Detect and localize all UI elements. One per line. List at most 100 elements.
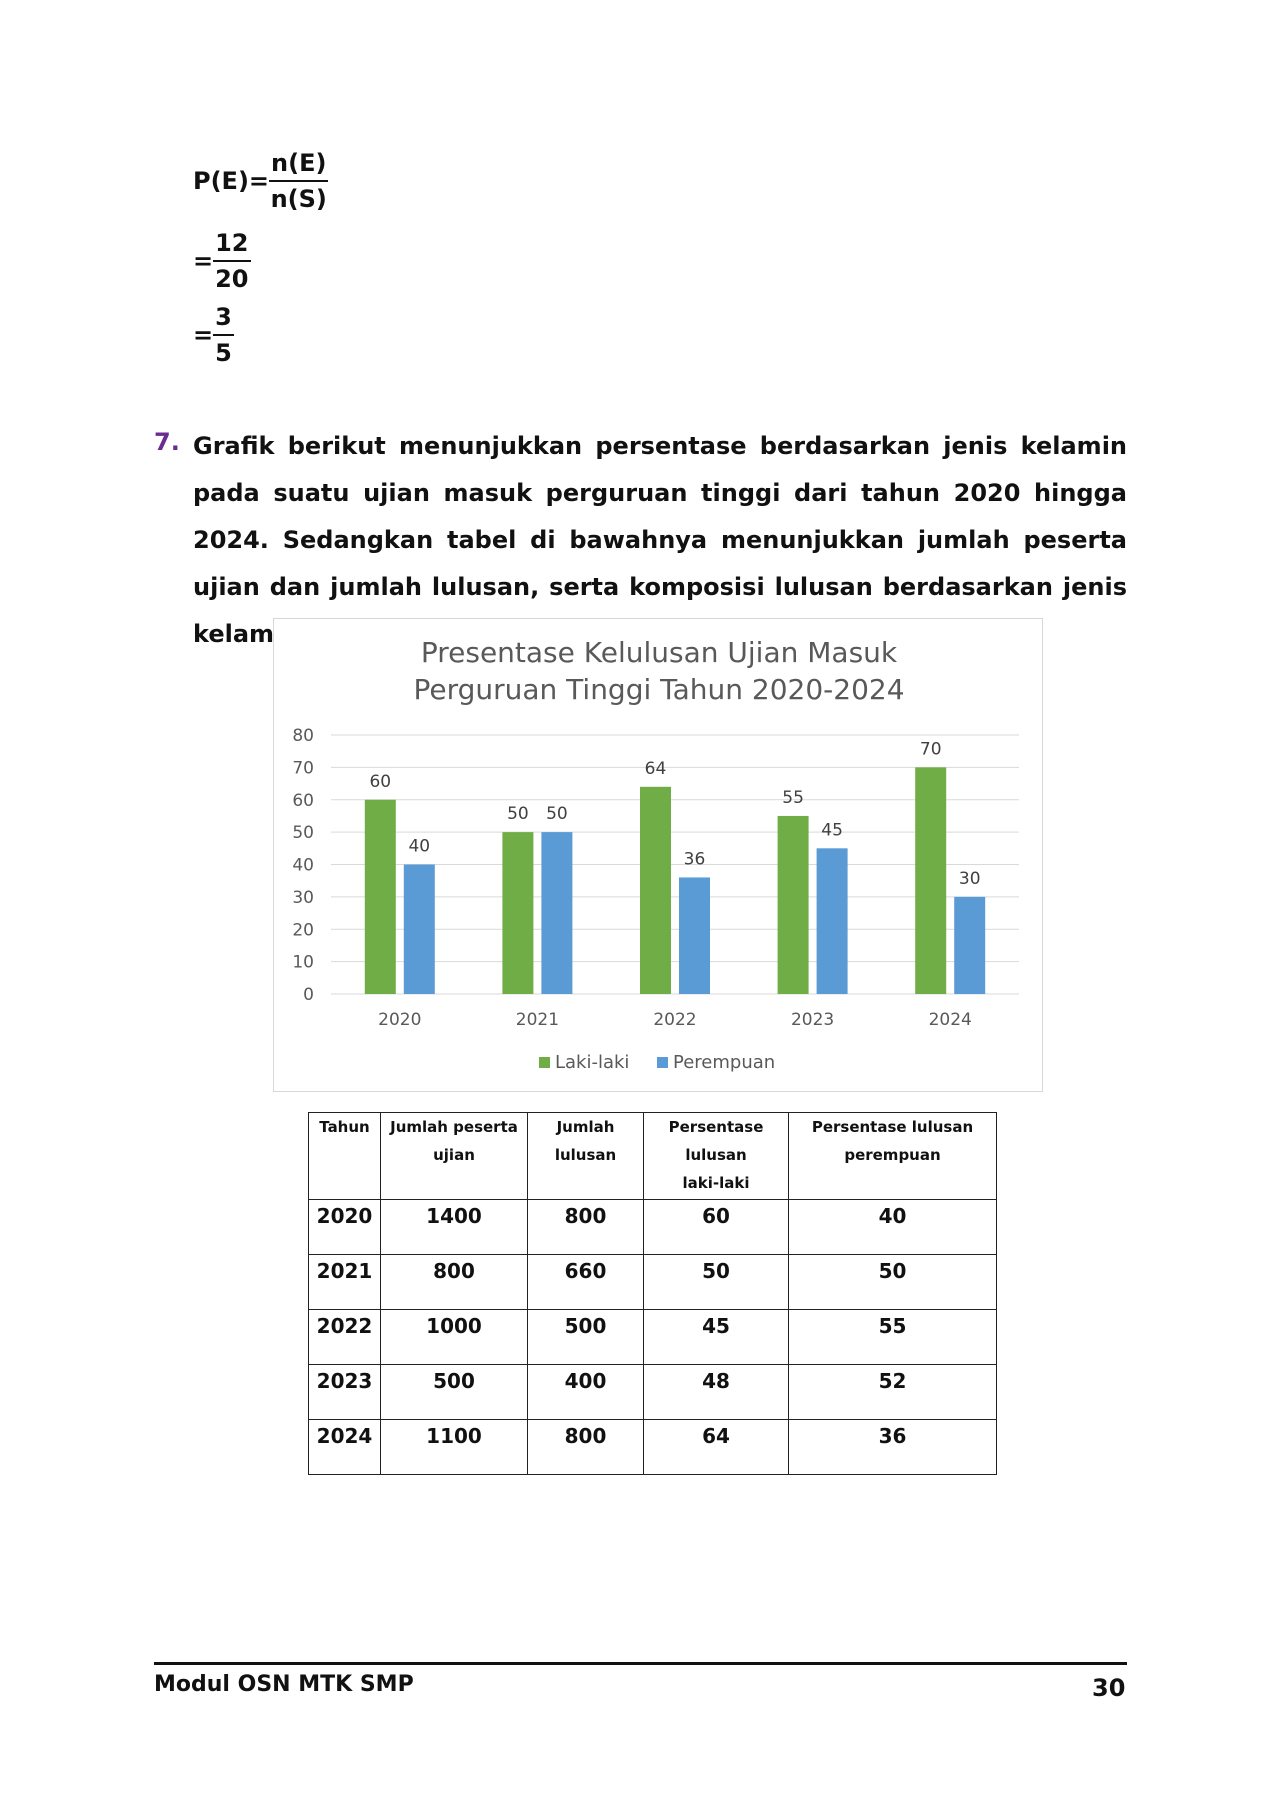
data-label: 55 (782, 788, 804, 808)
table-row: 2024 1100 800 64 36 (308, 1419, 997, 1475)
question-number: 7. (154, 428, 180, 456)
chart-title: Presentase Kelulusan Ujian Masuk (421, 636, 898, 669)
header-text: Persentase (668, 1118, 764, 1136)
data-label: 40 (408, 837, 430, 857)
x-tick-label: 2024 (929, 1010, 972, 1030)
legend-label: Perempuan (673, 1052, 775, 1073)
footer-divider (154, 1662, 1127, 1665)
table-cell: 55 (788, 1309, 997, 1365)
data-label: 30 (959, 869, 981, 889)
legend-swatch (539, 1057, 550, 1068)
data-label: 70 (920, 739, 942, 759)
y-tick-label: 20 (292, 920, 314, 940)
bar-chart: Presentase Kelulusan Ujian Masuk Pergurua… (273, 618, 1043, 1092)
header-text: Persentase lulusan (811, 1118, 974, 1136)
header-text: Tahun (319, 1118, 370, 1136)
table-cell: 1400 (380, 1199, 528, 1255)
fraction-numerator: 12 (213, 230, 251, 262)
fraction-denominator: n(S) (270, 185, 327, 213)
table-cell: 800 (527, 1199, 644, 1255)
question-text: Grafik berikut menunjukkan persentase be… (193, 432, 1127, 648)
data-label: 50 (546, 804, 568, 824)
data-label: 60 (369, 772, 391, 792)
table-header-cell: Tahun (308, 1112, 381, 1200)
table-cell: 500 (527, 1309, 644, 1365)
formula-line-3: = 3 5 (193, 304, 234, 366)
data-label: 64 (645, 759, 667, 779)
header-text: perempuan (844, 1146, 941, 1164)
probability-formula: P(E)= n(E) n(S) (193, 150, 329, 213)
table-cell: 660 (527, 1254, 644, 1310)
header-text: Jumlah (556, 1118, 615, 1136)
fraction-denominator: 20 (215, 265, 249, 293)
table-cell: 50 (643, 1254, 789, 1310)
chart-title: Perguruan Tinggi Tahun 2020-2024 (413, 673, 904, 706)
y-tick-label: 0 (303, 985, 314, 1005)
table-header-cell: Jumlah lulusan (527, 1112, 644, 1200)
bar-laki-laki (502, 832, 534, 994)
bar-laki-laki (364, 799, 396, 994)
table-cell: 2023 (308, 1364, 381, 1420)
header-text: ujian (433, 1146, 475, 1164)
header-text: Jumlah peserta (390, 1118, 518, 1136)
y-tick-label: 30 (292, 888, 314, 908)
x-tick-label: 2021 (516, 1010, 559, 1030)
table-cell: 40 (788, 1199, 997, 1255)
y-tick-label: 70 (292, 758, 314, 778)
table-cell: 500 (380, 1364, 528, 1420)
header-text: lulusan (685, 1146, 747, 1164)
table-cell: 52 (788, 1364, 997, 1420)
bar-perempuan (403, 864, 435, 994)
chart-svg: Presentase Kelulusan Ujian Masuk Pergurua… (292, 636, 1019, 1073)
table-row: 2020 1400 800 60 40 (308, 1199, 997, 1255)
y-tick-label: 60 (292, 791, 314, 811)
bar-laki-laki (915, 767, 947, 994)
table-header-cell: Persentase lulusan perempuan (788, 1112, 997, 1200)
legend-label: Laki-laki (555, 1052, 629, 1073)
table-cell: 2022 (308, 1309, 381, 1365)
x-tick-label: 2022 (653, 1010, 696, 1030)
footer-title: Modul OSN MTK SMP (154, 1672, 414, 1697)
table-cell: 50 (788, 1254, 997, 1310)
x-tick-label: 2023 (791, 1010, 834, 1030)
fraction-12-20: 12 20 (213, 230, 251, 293)
page-number: 30 (1092, 1674, 1126, 1702)
formula-equals: = (193, 247, 214, 275)
y-tick-label: 10 (292, 953, 314, 973)
fraction-denominator: 5 (215, 339, 232, 367)
y-tick-label: 40 (292, 856, 314, 876)
table-row: 2023 500 400 48 52 (308, 1364, 997, 1420)
bar-laki-laki (640, 786, 671, 994)
bar-perempuan (816, 848, 848, 994)
table-cell: 800 (527, 1419, 644, 1475)
table-header-row: Tahun Jumlah peserta ujian Jumlah lulusan Per… (308, 1112, 997, 1200)
data-label: 45 (821, 820, 843, 840)
table-header-cell: Persentase lulusan laki-laki (643, 1112, 789, 1200)
table-cell: 2024 (308, 1419, 381, 1475)
bar-perempuan (679, 877, 710, 994)
data-label: 50 (507, 804, 529, 824)
table-body: 2020 1400 800 60 40 2021 800 660 50 50 2022 1000 500… (308, 1199, 997, 1475)
data-label: 36 (684, 849, 706, 869)
data-table: Tahun Jumlah peserta ujian Jumlah lulusan Per… (308, 1112, 997, 1475)
table-cell: 1000 (380, 1309, 528, 1365)
table-header-cell: Jumlah peserta ujian (380, 1112, 528, 1200)
table-cell: 400 (527, 1364, 644, 1420)
y-tick-label: 80 (292, 726, 314, 746)
table-cell: 64 (643, 1419, 789, 1475)
formula-equals: = (193, 321, 214, 349)
header-text: lulusan (554, 1146, 617, 1164)
formula-line-1: P(E)= n(E) n(S) (193, 150, 329, 213)
table-row: 2022 1000 500 45 55 (308, 1309, 997, 1365)
legend-swatch (657, 1057, 668, 1068)
table-cell: 2021 (308, 1254, 381, 1310)
table-cell: 1100 (380, 1419, 528, 1475)
formula-lhs: P(E)= (193, 167, 270, 195)
fraction-numerator: n(E) (269, 150, 329, 182)
fraction-3-5: 3 5 (213, 304, 234, 366)
table-cell: 36 (788, 1419, 997, 1475)
header-text: laki-laki (682, 1174, 750, 1192)
table-cell: 45 (643, 1309, 789, 1365)
y-tick-label: 50 (292, 823, 314, 843)
table-cell: 2020 (308, 1199, 381, 1255)
